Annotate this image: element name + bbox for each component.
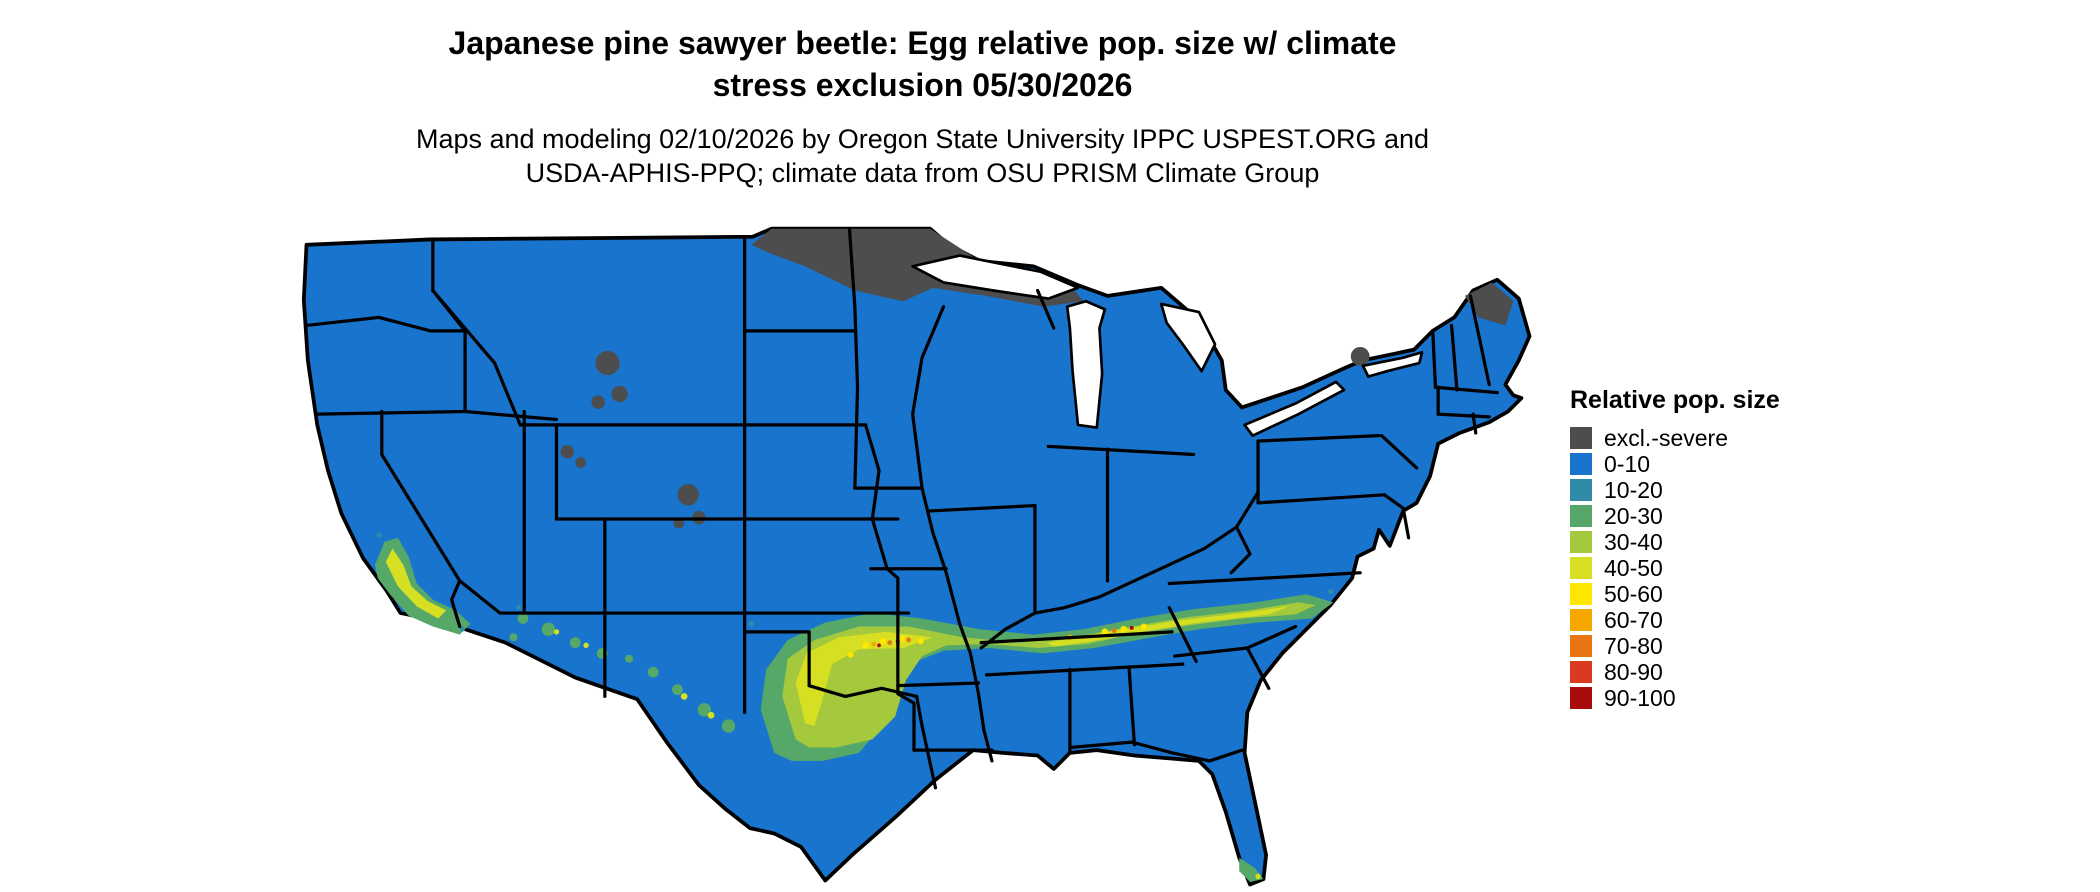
us-map-svg [301, 226, 1532, 887]
legend-swatch [1570, 531, 1592, 553]
title-line-1: Japanese pine sawyer beetle: Egg relativ… [448, 25, 1397, 61]
great-lakes [911, 254, 1424, 438]
legend-swatch [1570, 609, 1592, 631]
legend-item: 30-40 [1570, 529, 1830, 555]
legend-label: 30-40 [1604, 529, 1663, 555]
legend-item: 10-20 [1570, 477, 1830, 503]
legend-title: Relative pop. size [1570, 386, 1780, 414]
legend-item: 80-90 [1570, 659, 1830, 685]
legend-item: 40-50 [1570, 555, 1830, 581]
legend-swatch [1570, 583, 1592, 605]
legend-label: 80-90 [1604, 659, 1663, 685]
legend-swatch [1570, 635, 1592, 657]
legend-label: excl.-severe [1604, 425, 1728, 451]
legend-swatch [1570, 479, 1592, 501]
legend-swatch [1570, 427, 1592, 449]
legend-item: excl.-severe [1570, 425, 1830, 451]
page-title: Japanese pine sawyer beetle: Egg relativ… [0, 22, 1845, 106]
legend-item: 0-10 [1570, 451, 1830, 477]
legend-swatch [1570, 557, 1592, 579]
subtitle-line-1: Maps and modeling 02/10/2026 by Oregon S… [415, 124, 1430, 154]
legend-label: 10-20 [1604, 477, 1663, 503]
legend-swatch [1570, 453, 1592, 475]
title-line-2: stress exclusion 05/30/2026 [712, 67, 1133, 103]
legend-label: 0-10 [1604, 451, 1651, 477]
legend-item: 60-70 [1570, 607, 1830, 633]
legend-swatch [1570, 687, 1592, 709]
legend-label: 90-100 [1604, 685, 1676, 711]
legend-item: 50-60 [1570, 581, 1830, 607]
legend-label: 60-70 [1604, 607, 1663, 633]
legend-item: 70-80 [1570, 633, 1830, 659]
legend-swatch [1570, 661, 1592, 683]
state-borders [304, 227, 1499, 790]
subtitle-line-2: USDA-APHIS-PPQ; climate data from OSU PR… [525, 158, 1320, 188]
legend-swatch [1570, 505, 1592, 527]
legend-label: 50-60 [1604, 581, 1663, 607]
legend-label: 40-50 [1604, 555, 1663, 581]
page-subtitle: Maps and modeling 02/10/2026 by Oregon S… [0, 122, 1845, 190]
legend-item: 20-30 [1570, 503, 1830, 529]
us-map [300, 226, 1532, 892]
legend-label: 20-30 [1604, 503, 1663, 529]
map-landmass [301, 226, 1532, 887]
legend-items: excl.-severe 0-10 10-20 20-30 30-40 40-50 50-6… [1570, 425, 1830, 711]
legend-label: 70-80 [1604, 633, 1663, 659]
legend: Relative pop. size excl.-severe 0-10 10-20… [1570, 386, 1830, 711]
legend-item: 90-100 [1570, 685, 1830, 711]
